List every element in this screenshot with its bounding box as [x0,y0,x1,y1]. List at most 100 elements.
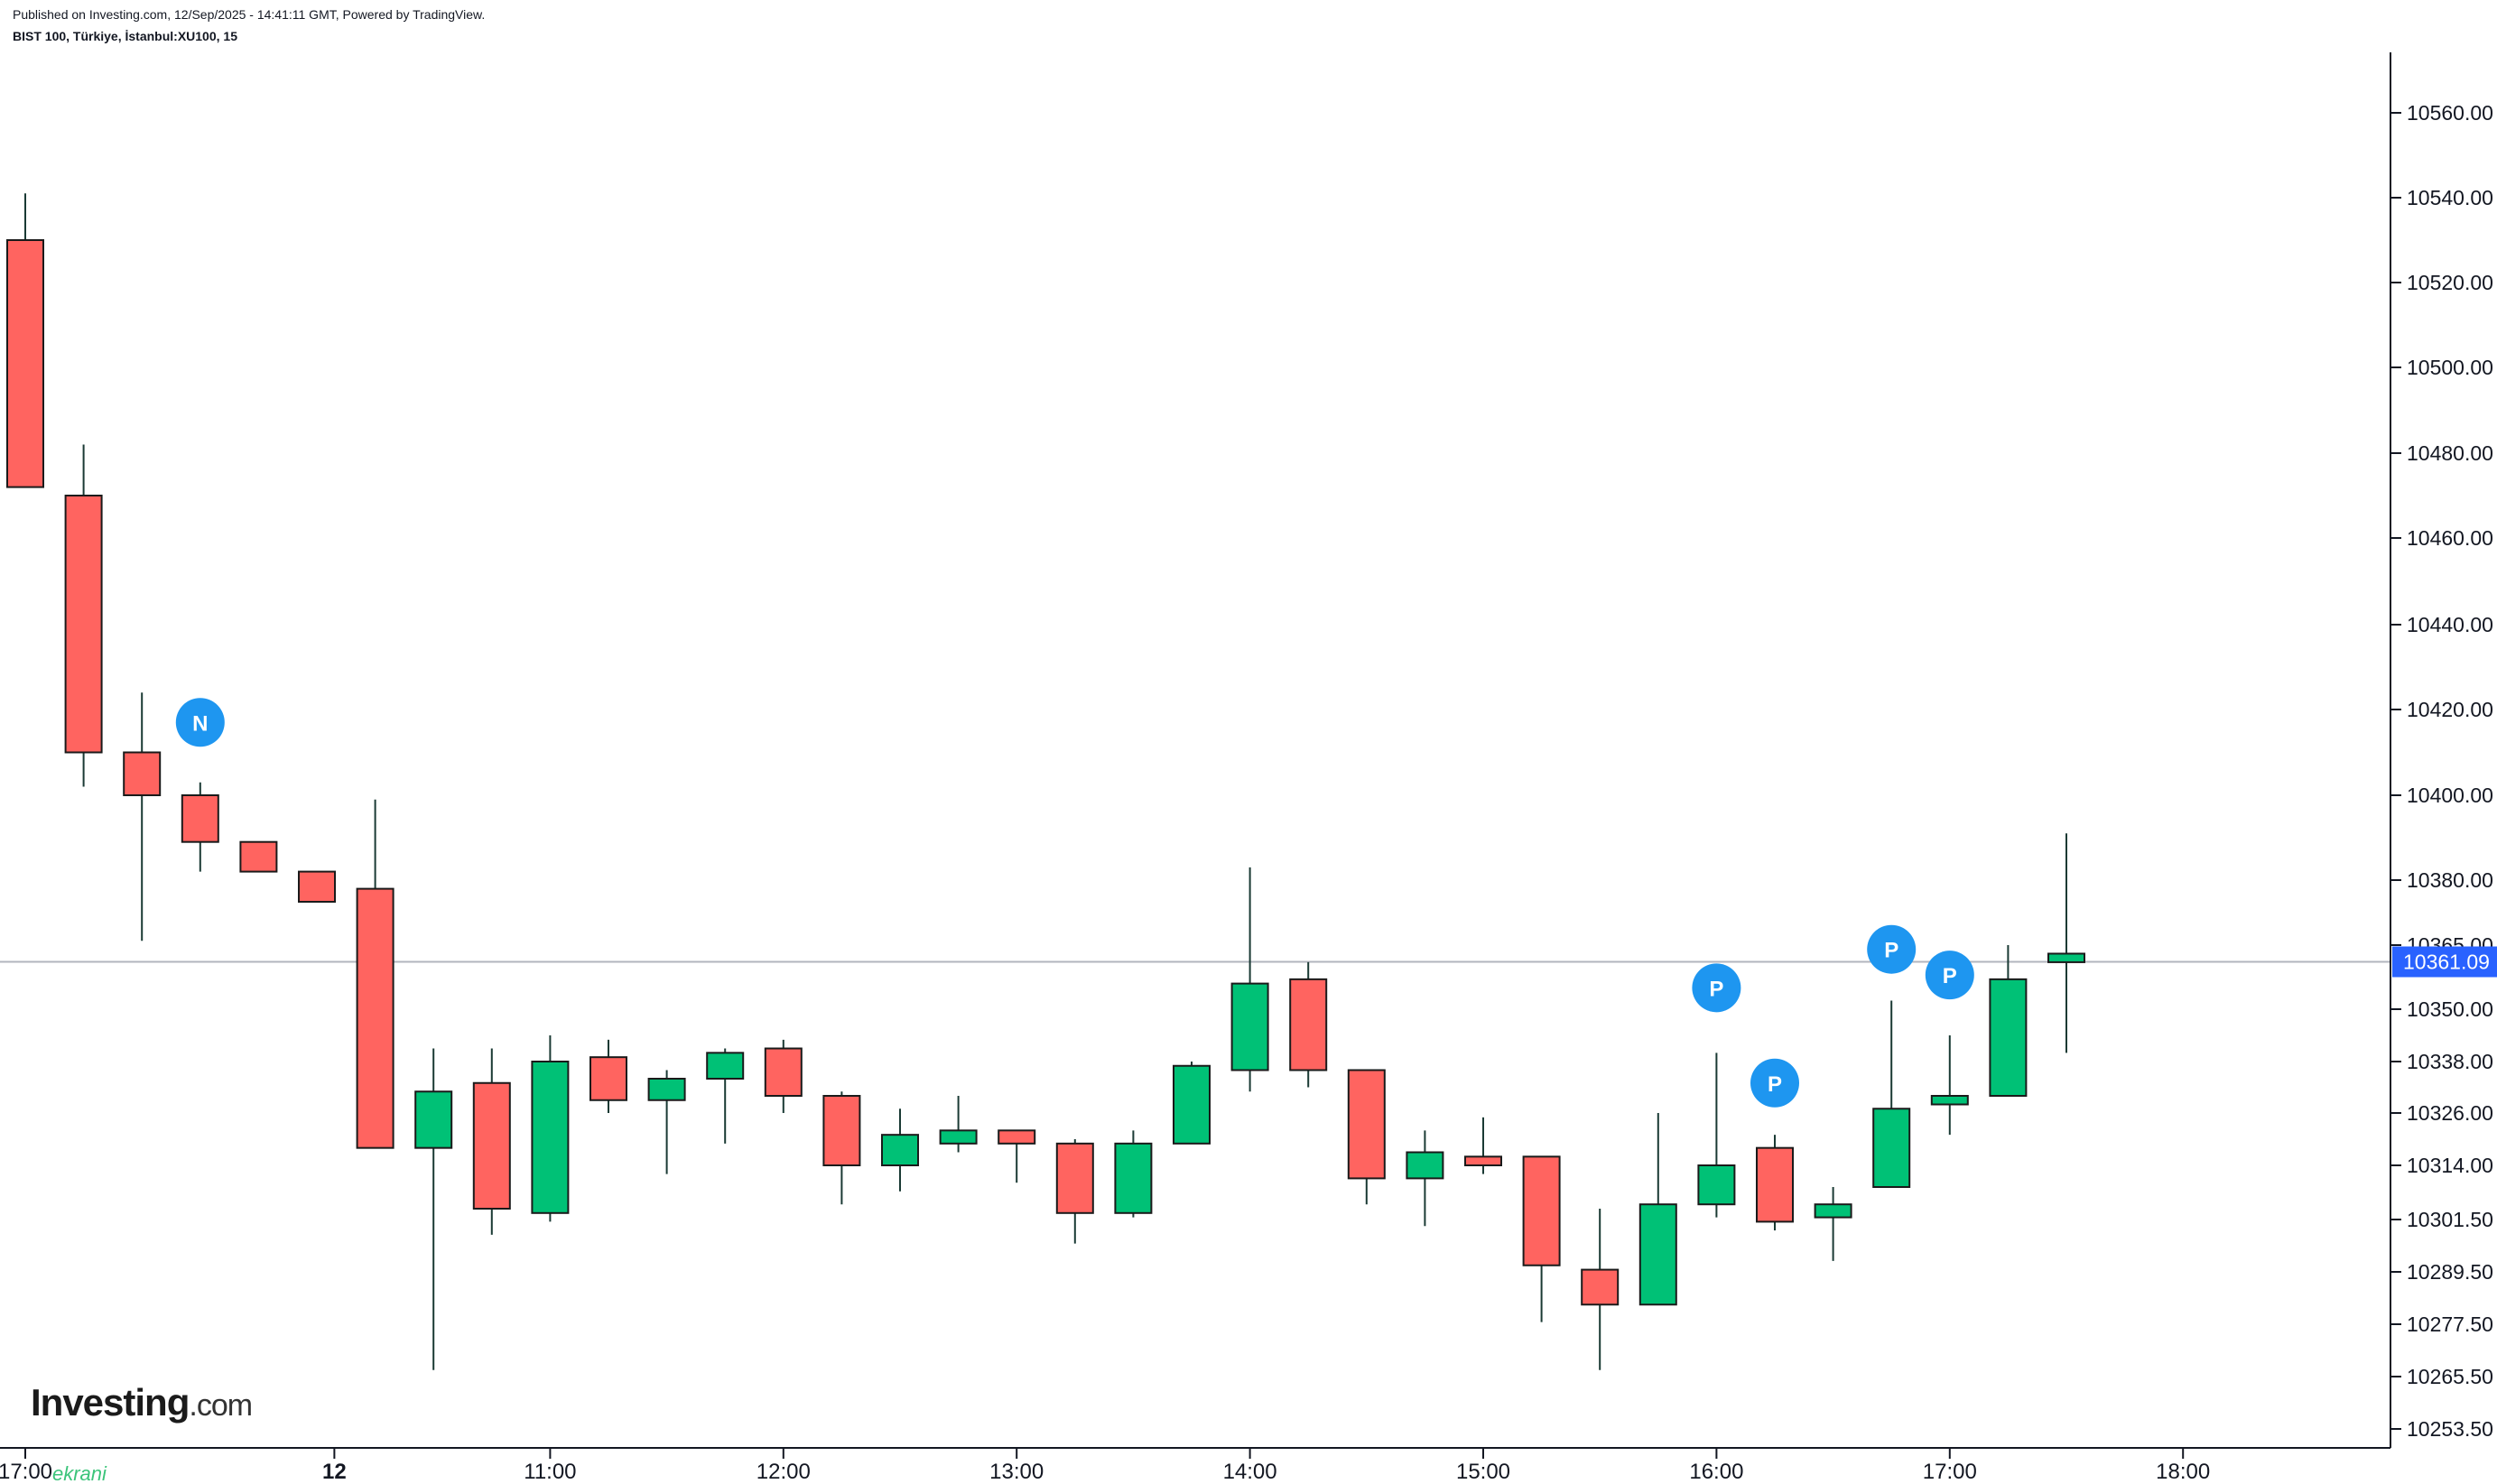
event-markers: N P P P P [175,698,1974,1108]
time-tick-label: 12:00 [757,1460,811,1484]
candle-body [1464,1155,1502,1167]
candle-body [1173,1064,1211,1145]
candle [822,1091,861,1205]
candle [647,1070,686,1174]
price-tick-label: 10480.00 [2407,441,2493,465]
candle-body [939,1129,978,1145]
candle [1697,1053,1736,1218]
price-tick-label: 10350.00 [2407,997,2493,1021]
candle [531,1035,570,1222]
candle [764,1039,803,1113]
candle-body [1289,978,1328,1071]
price-tick-label: 10265.50 [2407,1365,2493,1388]
candle [1347,1069,1386,1205]
time-axis[interactable]: 17:00 12 11:00 12:00 13:00 14:00 15:00 16:00 17:… [0,1447,2390,1484]
price-tick-label: 10277.50 [2407,1312,2493,1336]
candle-body [1930,1095,1969,1106]
candle-body [1697,1164,1736,1206]
time-tick-label: 11:00 [524,1460,576,1484]
candle-body [647,1078,686,1101]
price-tick-label: 10500.00 [2407,356,2493,379]
candle [1522,1155,1561,1322]
candle-body [881,1134,919,1166]
candle [1230,867,1269,1092]
time-tick-label: 12 [322,1460,347,1484]
time-tick-label: 13:00 [989,1460,1044,1484]
marker-label: P [1884,939,1898,963]
marker-label: P [1943,964,1957,988]
price-tick-label: 10301.50 [2407,1208,2493,1231]
price-tick-label: 10338.00 [2407,1050,2493,1073]
candle [298,870,336,903]
candle-body [1989,978,2028,1098]
marker-label: P [1709,977,1723,1001]
candle [1814,1187,1852,1261]
price-tick-label: 10289.50 [2407,1260,2493,1284]
candle-body [414,1090,453,1149]
candle-body [1522,1155,1561,1266]
candle [589,1039,627,1113]
candle [998,1129,1036,1183]
price-tick-label: 10540.00 [2407,186,2493,209]
candle [472,1048,511,1235]
price-tick-label: 10253.50 [2407,1417,2493,1441]
price-tick-label: 10400.00 [2407,784,2493,807]
candle-body [1406,1151,1444,1180]
candle [6,193,44,488]
candle-body [1814,1203,1852,1219]
candle-body [1055,1142,1094,1214]
symbol-caption: BIST 100, Türkiye, İstanbul:XU100, 15 [13,29,237,43]
marker-circle [175,698,225,747]
price-tick-label: 10380.00 [2407,868,2493,892]
candle [1638,1113,1677,1306]
candle [1464,1117,1502,1174]
candle-body [1230,982,1269,1071]
investing-logo: Investing.com [31,1381,253,1424]
candle [1114,1130,1153,1218]
last-price-text: 10361.09 [2403,951,2490,974]
candle [881,1108,919,1192]
price-tick-label: 10460.00 [2407,526,2493,550]
candle-body [822,1095,861,1166]
price-tick-label: 10520.00 [2407,271,2493,294]
candle-body [1872,1108,1911,1188]
candle [239,840,278,873]
published-caption: Published on Investing.com, 12/Sep/2025 … [13,7,486,22]
logo-suffix: .com [189,1388,252,1423]
candle [706,1048,745,1144]
candle-body [1638,1203,1677,1306]
candle [356,799,395,1149]
candle [1989,945,2028,1098]
candle-body [64,495,103,754]
candle [2047,833,2085,1053]
price-tick-label: 10326.00 [2407,1101,2493,1125]
marker-circle [1750,1058,1799,1108]
price-axis[interactable]: 10560.00 10540.00 10520.00 10500.00 10480.00… [2390,52,2493,1448]
candle [1930,1035,1969,1136]
candle-body [589,1056,627,1101]
candle-body [2047,952,2085,963]
candle-body [472,1081,511,1210]
candle [64,444,103,787]
candle-body [356,887,395,1149]
marker-circle [1692,963,1741,1013]
event-marker[interactable]: P [1867,924,1917,974]
marker-label: N [192,711,208,736]
candle-body [1347,1069,1386,1180]
event-marker[interactable]: P [1692,963,1741,1013]
logo-main: Investing [31,1381,189,1424]
candle-body [531,1061,570,1214]
candle-body [123,751,162,796]
time-tick-label: 16:00 [1689,1460,1743,1484]
event-marker[interactable]: P [1750,1058,1799,1108]
svg-text:Investing.com: Investing.com [31,1381,252,1424]
marker-label: P [1768,1072,1782,1097]
last-price-box [2392,946,2497,978]
event-marker[interactable]: N [175,698,225,747]
time-tick-label: 18:00 [2156,1460,2210,1484]
candle [181,782,219,872]
candle [939,1096,978,1153]
watermark: ekrani [52,1462,107,1484]
event-marker[interactable]: P [1925,951,1974,1000]
